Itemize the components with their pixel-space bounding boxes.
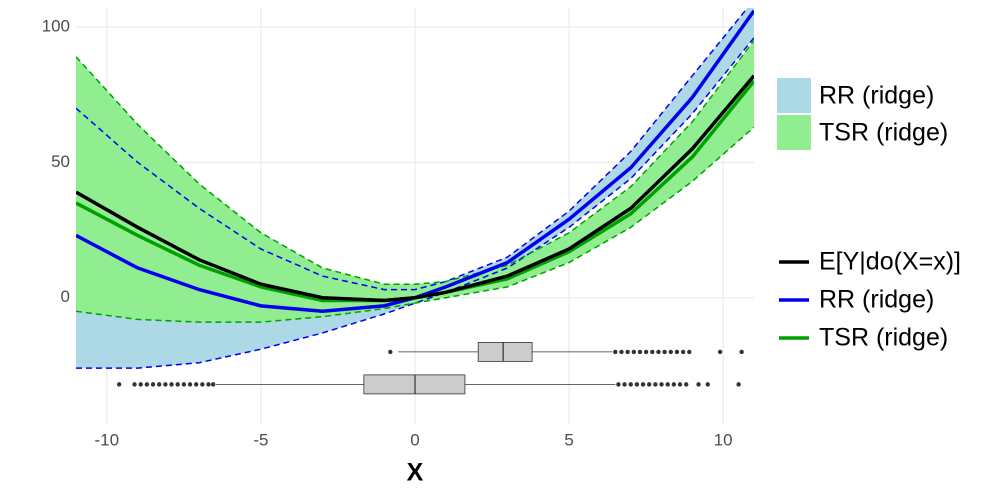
outlier — [175, 382, 180, 387]
y-tick-label: 100 — [42, 16, 70, 35]
outlier — [181, 382, 187, 387]
outlier — [705, 382, 710, 387]
y-tick-label: 0 — [61, 287, 70, 306]
outlier — [647, 382, 652, 387]
legend-label: RR (ridge) — [819, 286, 934, 314]
outlier — [116, 382, 122, 387]
outlier — [150, 382, 156, 387]
outlier — [622, 382, 627, 387]
outlier — [656, 349, 661, 355]
outlier — [187, 382, 193, 387]
outlier — [169, 382, 174, 387]
outlier — [668, 349, 673, 355]
outlier — [138, 382, 143, 387]
outlier — [634, 382, 640, 387]
outlier — [200, 382, 205, 387]
outlier — [628, 382, 633, 387]
outlier — [677, 382, 683, 387]
box — [477, 341, 533, 362]
y-tick-label: 50 — [51, 152, 70, 171]
band-edge — [76, 126, 754, 323]
x-tick-label: 10 — [714, 430, 733, 449]
outlier — [696, 382, 701, 387]
box — [363, 374, 466, 395]
x-tick-label: -5 — [253, 430, 268, 449]
outlier — [662, 349, 667, 355]
x-tick-label: 5 — [564, 430, 573, 449]
outlier — [132, 382, 137, 387]
outlier — [659, 382, 664, 387]
legend-label: TSR (ridge) — [819, 119, 948, 147]
legend-key — [777, 78, 811, 113]
outlier — [674, 349, 680, 355]
legend-label: RR (ridge) — [819, 82, 934, 110]
outlier — [739, 349, 744, 355]
band-edge — [76, 40, 754, 285]
x-tick-label: -10 — [95, 430, 120, 449]
x-tick-label: 0 — [410, 430, 419, 449]
legend-label: TSR (ridge) — [819, 324, 948, 352]
outlier — [717, 349, 723, 355]
outlier — [671, 382, 677, 387]
outlier — [650, 349, 655, 355]
outlier — [144, 382, 150, 387]
outlier — [619, 349, 624, 355]
outlier — [687, 349, 692, 355]
outlier — [206, 382, 211, 387]
outlier — [653, 382, 658, 387]
legend-label: E[Y|do(X=x)] — [819, 248, 961, 276]
outlier — [163, 382, 168, 387]
outlier — [631, 349, 637, 355]
outlier — [684, 382, 689, 387]
outlier — [665, 382, 670, 387]
plot-area — [76, 8, 754, 395]
outlier — [680, 349, 686, 355]
line — [76, 74, 754, 303]
x-axis-title: X — [407, 459, 424, 487]
outlier — [210, 382, 216, 387]
band-edge — [76, 37, 754, 369]
legend-key — [777, 115, 811, 150]
outlier — [388, 349, 393, 355]
outlier — [613, 349, 618, 355]
outlier — [193, 382, 199, 387]
outlier — [640, 382, 646, 387]
confidence-band — [76, 40, 754, 323]
outlier — [616, 382, 621, 387]
outlier — [637, 349, 643, 355]
outlier — [643, 349, 649, 355]
outlier — [625, 349, 630, 355]
outlier — [736, 382, 741, 387]
outlier — [157, 382, 162, 387]
band-edge — [76, 8, 749, 291]
